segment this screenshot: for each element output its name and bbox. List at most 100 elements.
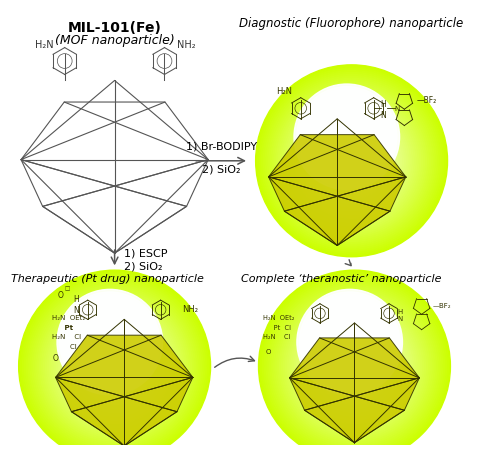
Circle shape [305,115,398,207]
Circle shape [95,347,134,385]
Text: (MOF nanoparticle): (MOF nanoparticle) [55,34,174,47]
Circle shape [331,121,363,153]
Circle shape [316,308,384,376]
Circle shape [69,320,161,412]
Circle shape [314,326,395,406]
Circle shape [317,126,386,195]
Circle shape [341,132,352,142]
Text: H₂N  OEt₂: H₂N OEt₂ [263,315,295,321]
Circle shape [313,123,390,199]
Circle shape [349,360,360,372]
Circle shape [264,276,445,454]
Circle shape [279,88,425,234]
Circle shape [26,278,203,454]
Circle shape [304,94,389,179]
Circle shape [294,103,409,218]
Text: H₂N: H₂N [277,87,292,96]
Circle shape [281,90,423,232]
Circle shape [328,118,365,155]
Circle shape [19,270,210,454]
Polygon shape [56,335,193,446]
Circle shape [341,353,368,380]
Text: O: O [265,349,271,355]
Circle shape [111,362,118,370]
Circle shape [330,341,379,391]
Circle shape [302,314,406,418]
Circle shape [65,297,155,387]
Circle shape [348,157,356,165]
Circle shape [331,140,373,182]
Circle shape [323,113,371,161]
Circle shape [344,337,355,347]
Circle shape [302,92,392,182]
Circle shape [78,311,141,374]
Circle shape [88,339,141,393]
Circle shape [107,359,122,374]
Circle shape [61,312,169,420]
Circle shape [313,305,387,379]
Circle shape [94,326,126,358]
Text: H
N: H N [74,295,79,315]
Circle shape [315,105,378,168]
Circle shape [75,308,144,376]
Circle shape [86,337,143,395]
Circle shape [268,280,441,453]
Circle shape [296,105,407,217]
Circle shape [339,129,355,145]
Circle shape [307,117,396,205]
Circle shape [305,297,394,387]
Circle shape [280,291,430,441]
Circle shape [345,356,364,376]
Circle shape [38,289,191,443]
Circle shape [290,99,413,222]
Circle shape [258,67,446,255]
Circle shape [321,130,382,192]
Circle shape [347,359,362,374]
Circle shape [310,100,384,174]
Circle shape [278,289,431,443]
Circle shape [318,330,391,403]
Circle shape [334,143,369,178]
Text: 1) ESCP: 1) ESCP [124,249,168,259]
Circle shape [318,311,381,374]
Circle shape [299,311,410,422]
Circle shape [289,301,420,431]
Circle shape [68,300,152,385]
Circle shape [326,337,383,395]
Circle shape [310,322,398,410]
Circle shape [60,292,160,392]
Circle shape [92,343,138,389]
Circle shape [109,360,120,372]
Text: H
N: H N [397,309,402,322]
Circle shape [337,349,372,383]
Circle shape [301,312,408,420]
Circle shape [323,316,376,369]
Circle shape [273,82,431,239]
Circle shape [82,334,147,399]
Circle shape [298,107,405,215]
Circle shape [351,362,358,370]
Circle shape [297,289,402,395]
Circle shape [47,299,182,433]
Text: H
N: H N [380,100,386,120]
Circle shape [99,331,120,353]
Circle shape [22,274,206,454]
Text: 2) SiO₂: 2) SiO₂ [124,262,163,271]
Text: N: N [394,106,399,112]
Circle shape [265,74,438,247]
Circle shape [343,355,366,378]
Circle shape [96,329,123,355]
Circle shape [283,295,426,437]
Circle shape [318,108,376,166]
Circle shape [259,270,450,454]
Circle shape [342,334,357,350]
Circle shape [332,343,377,389]
Circle shape [337,329,363,355]
Text: H₂N: H₂N [35,39,54,49]
Circle shape [340,149,363,173]
Circle shape [297,87,397,187]
Circle shape [275,84,429,237]
Circle shape [331,324,368,360]
Text: H₂N    Cl: H₂N Cl [263,334,291,340]
Circle shape [263,73,440,249]
